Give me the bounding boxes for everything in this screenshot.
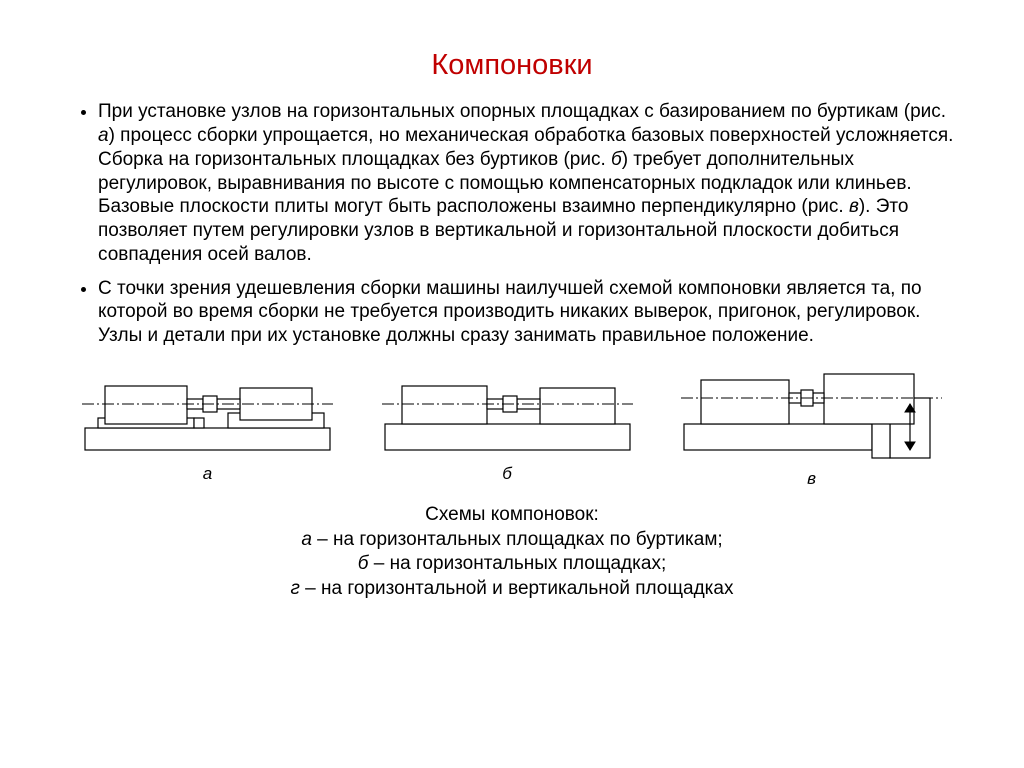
diagram-b-label: б xyxy=(380,464,635,484)
caption-line: г – на горизонтальной и вертикальной пло… xyxy=(70,577,954,602)
diagram-c: в xyxy=(679,368,944,489)
caption: Схемы компоновок: а – на горизонтальных … xyxy=(70,503,954,602)
diagram-b: б xyxy=(380,368,635,489)
bullet-item: При установке узлов на горизонтальных оп… xyxy=(98,100,954,266)
caption-line: а – на горизонтальных площадках по бурти… xyxy=(70,528,954,553)
diagram-c-label: в xyxy=(679,469,944,489)
diagram-a: а xyxy=(80,368,335,489)
page-title: Компоновки xyxy=(70,49,954,82)
diagrams-row: а б в xyxy=(80,368,944,489)
bullet-list: При установке узлов на горизонтальных оп… xyxy=(70,100,954,348)
caption-line: б – на горизонтальных площадках; xyxy=(70,552,954,577)
bullet-item: С точки зрения удешевления сборки машины… xyxy=(98,277,954,348)
diagram-a-label: а xyxy=(80,464,335,484)
caption-title: Схемы компоновок: xyxy=(70,503,954,528)
